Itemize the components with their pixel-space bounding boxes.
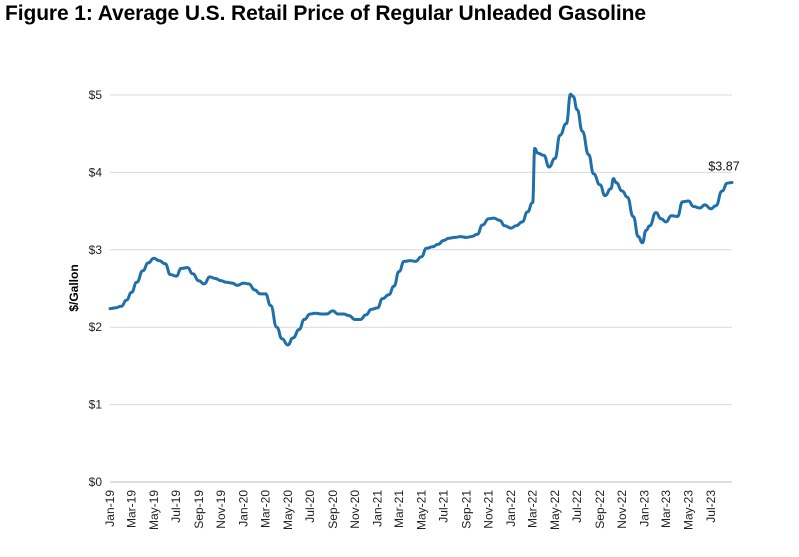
- annotations: $3.87: [708, 159, 739, 173]
- y-tick-label: $2: [89, 320, 103, 334]
- x-tick-label: Jan-23: [638, 490, 652, 527]
- x-tick-label: May-23: [681, 490, 695, 530]
- y-tick-label: $4: [89, 165, 103, 179]
- x-tick-label: Nov-20: [348, 490, 362, 529]
- y-tick-label: $5: [89, 88, 103, 102]
- x-tick-label: Jan-22: [504, 490, 518, 527]
- x-tick-label: Mar-20: [259, 490, 273, 528]
- y-axis-label: $/Gallon: [67, 264, 81, 311]
- x-tick-label: Jul-20: [303, 490, 317, 523]
- x-tick-label: Sep-20: [326, 490, 340, 529]
- y-tick-label: $1: [89, 398, 103, 412]
- x-tick-label: Jul-21: [437, 490, 451, 523]
- y-tick-label: $0: [89, 475, 103, 489]
- x-tick-label: May-19: [147, 490, 161, 530]
- x-tick-label: Nov-21: [482, 490, 496, 529]
- x-tick-label: Sep-21: [459, 490, 473, 529]
- x-tick-label: May-21: [414, 490, 428, 530]
- x-tick-label: Sep-22: [593, 490, 607, 529]
- x-tick-label: Jul-23: [704, 490, 718, 523]
- x-axis-tick-labels: Jan-19 Mar-19 May-19 Jul-19 Sep-19 Nov-19 Jan-…: [103, 490, 718, 530]
- y-axis-tick-labels: $0 $1 $2 $3 $4 $5: [89, 88, 103, 489]
- x-tick-label: Sep-19: [192, 490, 206, 529]
- x-tick-label: Jul-19: [169, 490, 183, 523]
- x-tick-label: Jan-20: [237, 490, 251, 527]
- x-tick-label: Mar-19: [125, 490, 139, 528]
- x-tick-label: May-20: [281, 490, 295, 530]
- x-tick-label: Nov-19: [214, 490, 228, 529]
- series-lines: [108, 92, 734, 347]
- x-tick-label: Mar-21: [392, 490, 406, 528]
- x-tick-label: Jan-21: [370, 490, 384, 527]
- y-tick-label: $3: [89, 243, 103, 257]
- last-value-label: $3.87: [708, 159, 739, 173]
- x-tick-label: Mar-23: [659, 490, 673, 528]
- x-tick-label: May-22: [548, 490, 562, 530]
- gridlines: [110, 94, 732, 406]
- x-tick-label: Nov-22: [615, 490, 629, 529]
- x-tick-label: Jul-22: [570, 490, 584, 523]
- series-line-0: [108, 92, 734, 347]
- x-tick-label: Mar-22: [526, 490, 540, 528]
- chart-title: Figure 1: Average U.S. Retail Price of R…: [5, 2, 646, 25]
- x-tick-label: Jan-19: [103, 490, 117, 527]
